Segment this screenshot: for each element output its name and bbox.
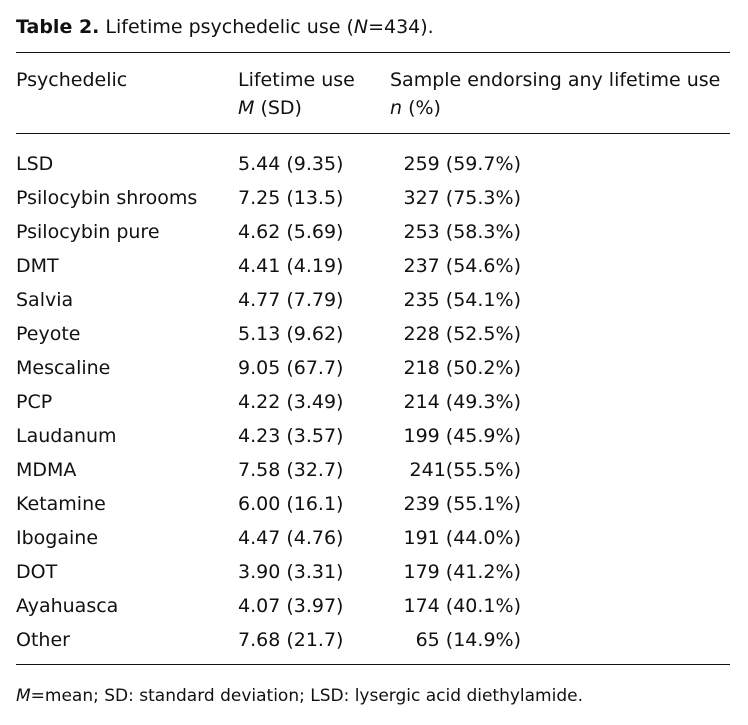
row-n-pct: 218 (50.2%) <box>403 357 522 379</box>
row-n-pct: 214 (49.3%) <box>403 391 522 413</box>
row-n-pct: 239 (55.1%) <box>403 493 522 515</box>
row-name: LSD <box>16 153 54 175</box>
row-n-pct: 179 (41.2%) <box>403 561 522 583</box>
row-n-pct: 228 (52.5%) <box>403 323 522 345</box>
row-name: DOT <box>16 561 58 583</box>
row-mean-sd: 4.41 (4.19) <box>238 255 344 277</box>
row-n-pct: 241(55.5%) <box>409 459 521 481</box>
row-n-pct: 65 (14.9%) <box>415 629 521 651</box>
table-row: Mescaline 9.05 (67.7) 218 (50.2%) <box>0 351 748 385</box>
row-mean-sd: 3.90 (3.31) <box>238 561 344 583</box>
header-sample-endorsing: Sample endorsing any lifetime use n (%) <box>390 66 720 122</box>
row-name: Other <box>16 629 70 651</box>
table-footnote: M=mean; SD: standard deviation; LSD: lys… <box>16 684 583 708</box>
table-row: Laudanum 4.23 (3.57) 199 (45.9%) <box>0 419 748 453</box>
row-n-pct: 259 (59.7%) <box>403 153 522 175</box>
header-lifetime-use-label: Lifetime use <box>238 69 355 91</box>
table-row: Ketamine 6.00 (16.1) 239 (55.1%) <box>0 487 748 521</box>
row-n-pct: 235 (54.1%) <box>403 289 522 311</box>
caption-n-symbol: N <box>353 16 369 38</box>
row-mean-sd: 4.47 (4.76) <box>238 527 344 549</box>
table-row: MDMA 7.58 (32.7) 241(55.5%) <box>0 453 748 487</box>
row-mean-sd: 5.13 (9.62) <box>238 323 344 345</box>
row-name: PCP <box>16 391 53 413</box>
table-row: Psilocybin pure 4.62 (5.69) 253 (58.3%) <box>0 215 748 249</box>
row-mean-sd: 9.05 (67.7) <box>238 357 344 379</box>
row-mean-sd: 4.77 (7.79) <box>238 289 344 311</box>
row-name: MDMA <box>16 459 77 481</box>
caption-text-pre: Lifetime psychedelic use ( <box>105 16 354 38</box>
header-mean-sd: M (SD) <box>238 94 355 122</box>
row-mean-sd: 5.44 (9.35) <box>238 153 344 175</box>
row-name: Laudanum <box>16 425 117 447</box>
row-n-pct: 191 (44.0%) <box>403 527 522 549</box>
row-name: Mescaline <box>16 357 111 379</box>
header-sample-endorsing-label: Sample endorsing any lifetime use <box>390 69 721 91</box>
row-name: Ayahuasca <box>16 595 119 617</box>
row-mean-sd: 4.07 (3.97) <box>238 595 344 617</box>
row-name: Peyote <box>16 323 81 345</box>
bottom-rule <box>16 664 730 665</box>
row-n-pct: 237 (54.6%) <box>403 255 522 277</box>
table-row: Ibogaine 4.47 (4.76) 191 (44.0%) <box>0 521 748 555</box>
row-mean-sd: 6.00 (16.1) <box>238 493 344 515</box>
table-row: DMT 4.41 (4.19) 237 (54.6%) <box>0 249 748 283</box>
table-body: LSD 5.44 (9.35) 259 (59.7%) Psilocybin shr… <box>0 147 748 657</box>
row-n-pct: 174 (40.1%) <box>403 595 522 617</box>
row-n-pct: 199 (45.9%) <box>403 425 522 447</box>
table-row: PCP 4.22 (3.49) 214 (49.3%) <box>0 385 748 419</box>
header-psychedelic: Psychedelic <box>16 66 127 94</box>
header-m-symbol: M <box>238 97 255 119</box>
header-n-symbol: n <box>390 97 403 119</box>
row-n-pct: 253 (58.3%) <box>403 221 522 243</box>
table-row: LSD 5.44 (9.35) 259 (59.7%) <box>0 147 748 181</box>
row-mean-sd: 4.22 (3.49) <box>238 391 344 413</box>
header-pct-label: (%) <box>402 97 441 119</box>
row-n-pct: 327 (75.3%) <box>403 187 522 209</box>
row-name: Psilocybin pure <box>16 221 160 243</box>
footnote-m-symbol: M <box>16 686 31 706</box>
table-row: Salvia 4.77 (7.79) 235 (54.1%) <box>0 283 748 317</box>
row-name: Ibogaine <box>16 527 99 549</box>
caption-text-post: =434). <box>368 16 434 38</box>
header-rule <box>16 133 730 134</box>
table-row: Psilocybin shrooms 7.25 (13.5) 327 (75.3%) <box>0 181 748 215</box>
row-mean-sd: 4.23 (3.57) <box>238 425 344 447</box>
header-n-pct: n (%) <box>390 94 720 122</box>
row-name: Salvia <box>16 289 74 311</box>
table-label: Table 2. <box>16 16 100 38</box>
footnote-text: =mean; SD: standard deviation; LSD: lyse… <box>30 686 583 706</box>
header-lifetime-use: Lifetime use M (SD) <box>238 66 355 122</box>
row-mean-sd: 7.68 (21.7) <box>238 629 344 651</box>
table-caption: Table 2. Lifetime psychedelic use (N=434)… <box>16 14 434 40</box>
row-mean-sd: 7.25 (13.5) <box>238 187 344 209</box>
table-row: Other 7.68 (21.7) 65 (14.9%) <box>0 623 748 657</box>
row-name: Ketamine <box>16 493 106 515</box>
row-mean-sd: 4.62 (5.69) <box>238 221 344 243</box>
row-mean-sd: 7.58 (32.7) <box>238 459 344 481</box>
row-name: Psilocybin shrooms <box>16 187 198 209</box>
table-row: Ayahuasca 4.07 (3.97) 174 (40.1%) <box>0 589 748 623</box>
top-rule <box>16 52 730 53</box>
row-name: DMT <box>16 255 59 277</box>
header-sd-label: (SD) <box>254 97 302 119</box>
table-row: Peyote 5.13 (9.62) 228 (52.5%) <box>0 317 748 351</box>
table-row: DOT 3.90 (3.31) 179 (41.2%) <box>0 555 748 589</box>
header-psychedelic-label: Psychedelic <box>16 69 128 91</box>
